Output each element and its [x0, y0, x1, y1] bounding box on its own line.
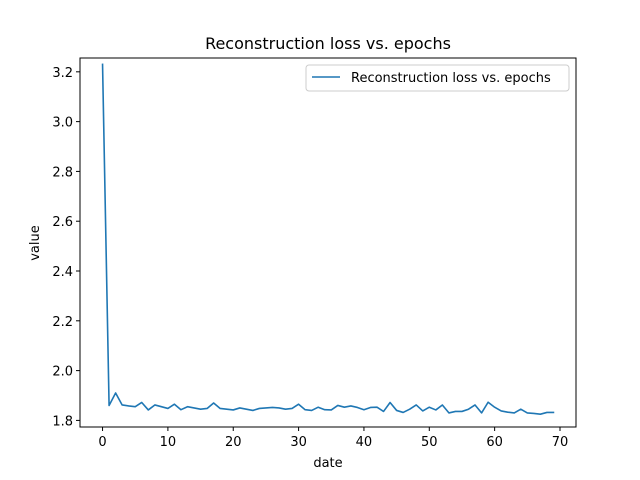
y-tick-label: 3.0: [52, 116, 73, 131]
y-tick-label: 3.2: [52, 66, 73, 81]
x-tick-label: 40: [356, 435, 373, 450]
y-tick-label: 2.2: [52, 315, 73, 330]
y-tick-label: 2.8: [52, 165, 73, 180]
chart-title: Reconstruction loss vs. epochs: [205, 34, 451, 53]
legend: Reconstruction loss vs. epochs: [305, 64, 570, 92]
x-tick-label: 20: [225, 435, 242, 450]
series-line-group: [101, 63, 555, 415]
y-axis-label: value: [28, 225, 43, 261]
x-tick-label: 70: [552, 435, 569, 450]
x-tick-label: 0: [98, 435, 106, 450]
x-axis-label: date: [313, 456, 342, 471]
x-tick-label: 30: [290, 435, 307, 450]
x-tick-label: 60: [486, 435, 503, 450]
axis-ticks: 0 10 20 30 40 50 60 70 1.8 2.0 2.2 2.4 2.6 2.8 3.0 3.2: [52, 66, 568, 450]
plot-frame: [79, 57, 577, 428]
y-tick-label: 2.4: [52, 265, 73, 280]
y-tick-label: 2.6: [52, 215, 73, 230]
series-line: [101, 63, 555, 415]
legend-box: [305, 64, 570, 92]
legend-label: Reconstruction loss vs. epochs: [351, 71, 551, 86]
y-tick-label: 1.8: [52, 414, 73, 429]
x-tick-label: 50: [421, 435, 438, 450]
x-tick-label: 10: [160, 435, 177, 450]
y-tick-label: 2.0: [52, 365, 73, 380]
